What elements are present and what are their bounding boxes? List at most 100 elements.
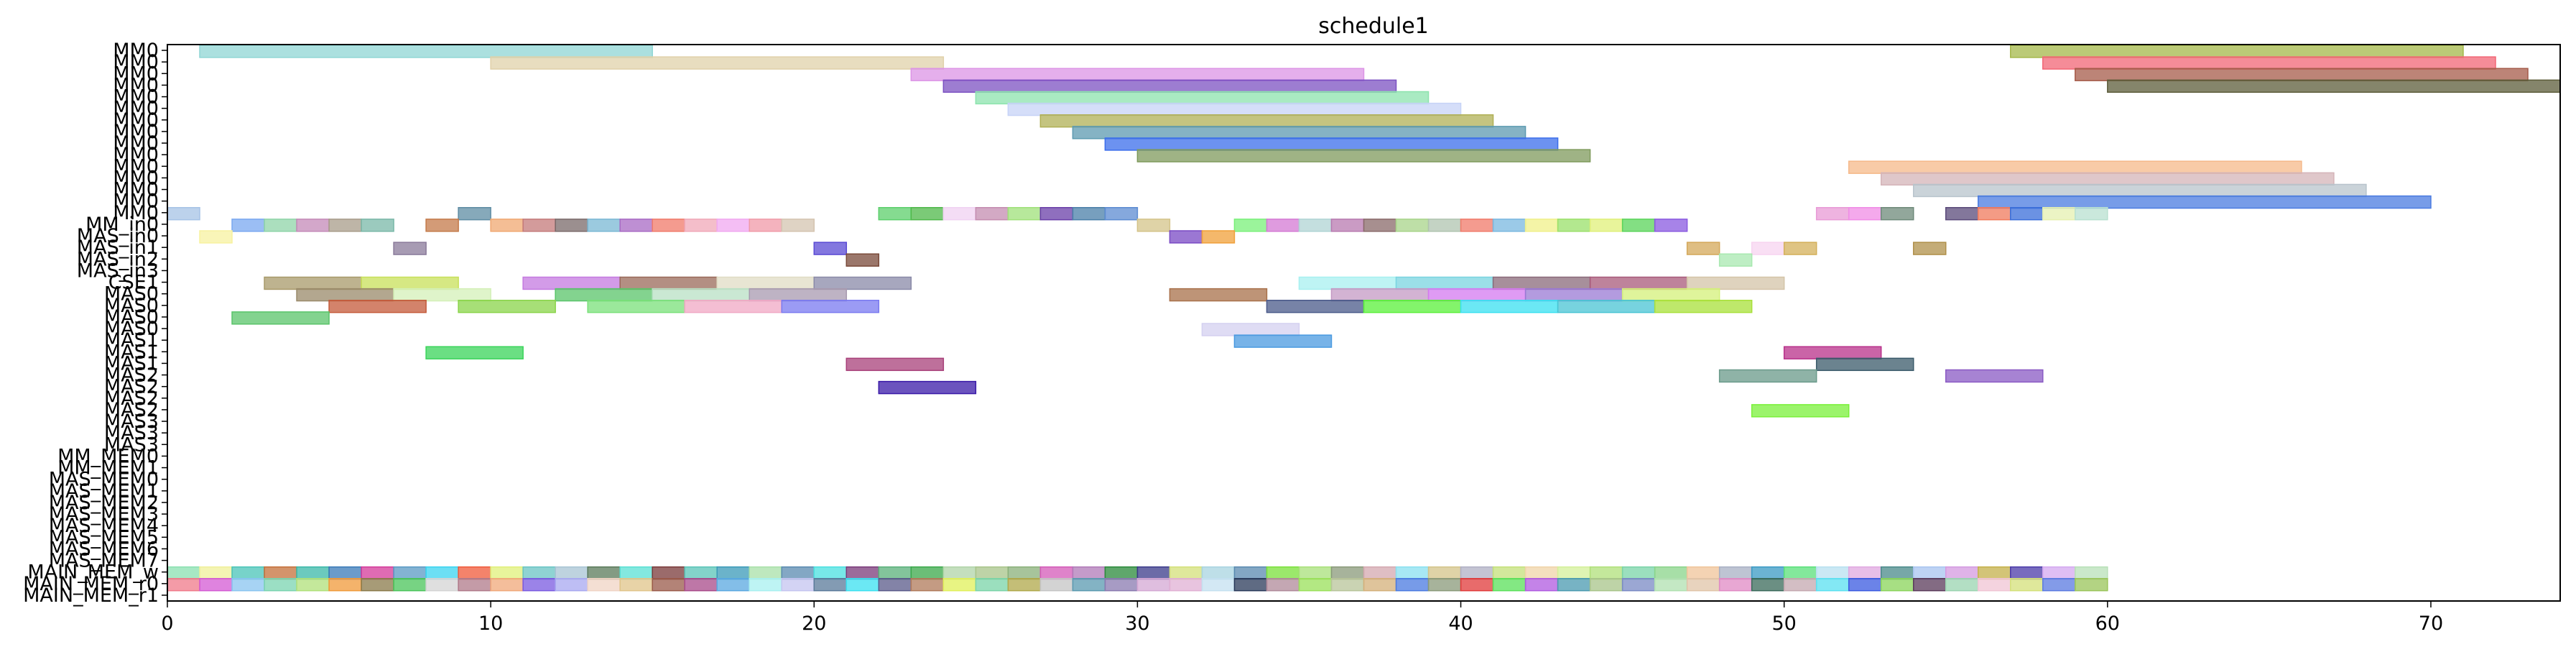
task-bar	[1072, 566, 1106, 580]
x-tick-label: 40	[1448, 612, 1473, 635]
task-bar	[845, 357, 945, 372]
task-bar	[1363, 219, 1397, 232]
y-tick-label: MAS_MEM7	[49, 550, 159, 572]
task-bar	[1815, 357, 1914, 372]
task-bar	[1621, 219, 1656, 232]
task-bar	[1233, 566, 1268, 580]
y-tick-label: MM0	[113, 132, 159, 155]
y-tick-label: MAS2	[104, 387, 159, 410]
y-tick-label: MAS_in3	[77, 260, 159, 282]
task-bar	[1783, 566, 1817, 580]
task-bar	[1136, 566, 1171, 580]
task-bar	[1136, 219, 1171, 232]
y-tick-label: MM0	[113, 86, 159, 109]
task-bar	[2010, 578, 2044, 592]
task-bar	[2042, 566, 2076, 580]
task-bar	[1557, 219, 1591, 232]
task-bar	[716, 276, 815, 290]
task-bar	[619, 276, 718, 290]
task-bar	[1007, 578, 1042, 592]
task-bar	[1395, 219, 1430, 232]
task-bar	[1945, 578, 1979, 592]
task-bar	[878, 578, 912, 592]
task-bar	[1201, 578, 1236, 592]
task-bar	[975, 91, 1430, 105]
task-bar	[1460, 300, 1559, 313]
y-tick-label: CSE1	[108, 272, 159, 294]
task-bar	[328, 219, 362, 232]
task-bar	[1395, 566, 1430, 580]
y-tick-label: MAS_MEM3	[49, 503, 159, 526]
task-bar	[1330, 566, 1365, 580]
task-bar	[1072, 126, 1526, 139]
task-bar	[1395, 578, 1430, 592]
task-bar	[1978, 195, 2432, 209]
task-bar	[1621, 288, 1720, 302]
task-bar	[167, 578, 200, 592]
y-tick-label: MAS_in1	[77, 237, 159, 259]
task-bar	[716, 566, 750, 580]
task-bar	[749, 578, 783, 592]
x-tick-label: 70	[2419, 612, 2443, 635]
task-bar	[2075, 566, 2108, 580]
task-bar	[1815, 207, 1850, 221]
y-tick-label: MM0	[113, 202, 159, 224]
task-bar	[1912, 183, 2367, 198]
task-bar	[393, 566, 427, 580]
task-bar	[2010, 207, 2044, 221]
task-bar	[781, 300, 880, 313]
task-bar	[425, 346, 524, 359]
task-bar	[1718, 369, 1817, 383]
x-tick-label: 0	[161, 612, 173, 635]
task-bar	[1589, 276, 1688, 290]
task-bar	[458, 207, 491, 221]
task-bar	[490, 566, 524, 580]
task-bar	[878, 566, 912, 580]
task-bar	[587, 300, 685, 313]
task-bar	[2042, 578, 2076, 592]
task-bar	[942, 207, 977, 221]
task-bar	[749, 566, 783, 580]
task-bar	[749, 288, 848, 302]
task-bar	[1169, 578, 1203, 592]
task-bar	[1233, 334, 1333, 348]
task-bar	[781, 566, 815, 580]
y-tick-label: MM0	[113, 40, 159, 62]
task-bar	[1589, 578, 1623, 592]
task-bar	[1266, 300, 1365, 313]
task-bar	[684, 219, 718, 232]
task-bar	[490, 578, 524, 592]
task-bar	[1751, 404, 1850, 418]
task-bar	[555, 566, 588, 580]
task-bar	[1427, 578, 1462, 592]
task-bar	[1654, 578, 1688, 592]
task-bar	[490, 56, 945, 70]
task-bar	[361, 566, 394, 580]
task-bar	[555, 288, 653, 302]
task-bar	[199, 578, 233, 592]
y-tick-label: MAS2	[104, 364, 159, 387]
task-bar	[684, 566, 718, 580]
task-bar	[393, 288, 491, 302]
task-bar	[167, 566, 200, 580]
task-bar	[361, 276, 459, 290]
task-bar	[1233, 578, 1268, 592]
y-tick-label: MM0	[113, 74, 159, 96]
task-bar	[749, 219, 783, 232]
y-tick-label: MAIN_MEM_r1	[23, 584, 159, 607]
y-tick-label: MM0	[113, 63, 159, 85]
task-bar	[1201, 566, 1236, 580]
chart-title: schedule1	[1318, 14, 1429, 39]
task-bar	[1007, 207, 1042, 221]
task-bar	[1104, 137, 1559, 151]
task-bar	[652, 219, 685, 232]
task-bar	[1751, 566, 1785, 580]
y-tick-label: MAIN_MEM_w	[27, 561, 159, 584]
task-bar	[1363, 566, 1397, 580]
task-bar	[1912, 242, 1947, 255]
task-bar	[1654, 566, 1688, 580]
task-bar	[910, 578, 945, 592]
task-bar	[2075, 68, 2529, 81]
task-bar	[652, 288, 750, 302]
